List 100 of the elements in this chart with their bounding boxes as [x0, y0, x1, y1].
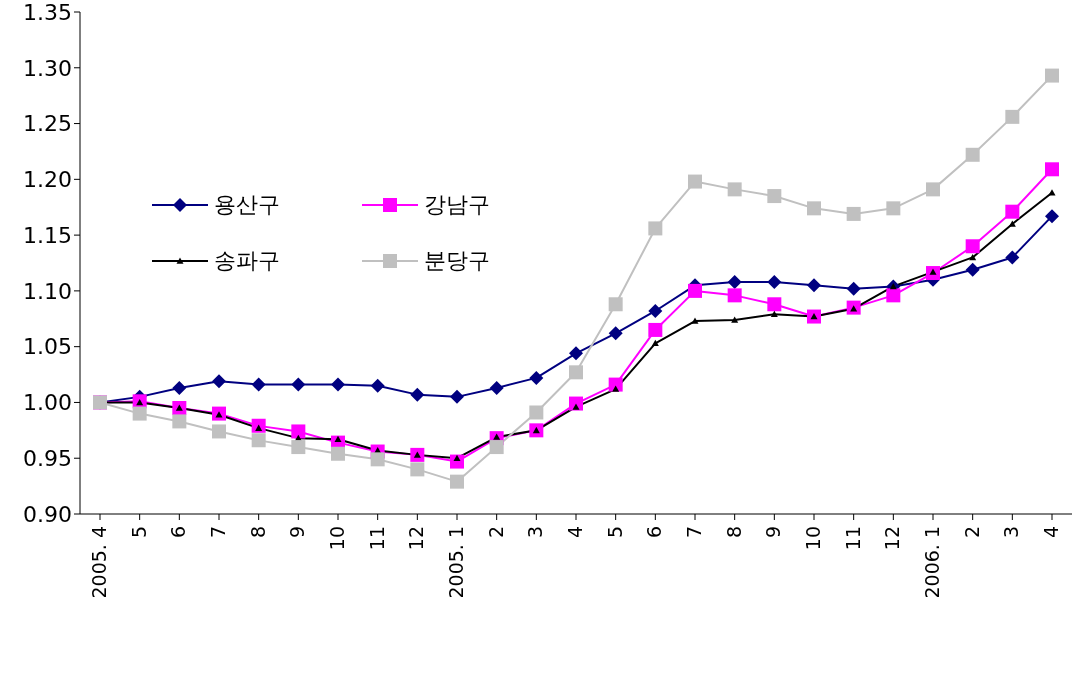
x-tick-label: 3	[1000, 526, 1023, 539]
point	[1008, 220, 1016, 227]
point	[172, 380, 187, 395]
x-tick-label: 2	[960, 526, 983, 539]
y-tick-label: 1.35	[23, 0, 72, 25]
point	[965, 147, 980, 162]
point	[1045, 162, 1059, 177]
point	[1045, 209, 1059, 224]
y-tick-label: 0.90	[23, 501, 72, 527]
x-tick-label: 6	[167, 526, 190, 539]
x-tick-label: 5	[127, 526, 150, 539]
point	[807, 201, 821, 216]
point	[569, 365, 583, 380]
point	[489, 380, 504, 395]
point	[212, 424, 226, 439]
point	[648, 303, 663, 318]
x-tick-label: 4	[1040, 526, 1062, 539]
legend-label: 강남구	[424, 191, 490, 219]
point	[291, 440, 306, 455]
point	[767, 274, 782, 289]
legend-label: 송파구	[214, 247, 280, 275]
x-tick-label: 12	[405, 526, 428, 551]
x-tick-label: 3	[524, 526, 547, 539]
point	[648, 221, 663, 236]
point	[965, 239, 980, 254]
legend-label: 용산구	[214, 191, 280, 219]
point	[569, 346, 583, 361]
point	[410, 462, 425, 477]
y-tick-label: 0.95	[23, 446, 72, 472]
x-tick-label: 7	[207, 526, 229, 539]
x-tick-label: 10	[802, 526, 824, 551]
x-tick-label: 2005. 1	[445, 526, 467, 599]
x-tick-label: 2006. 1	[921, 526, 943, 599]
y-tick-label: 1.20	[23, 167, 72, 193]
x-tick-label: 11	[365, 526, 388, 551]
point	[731, 316, 739, 323]
x-tick-label: 6	[643, 526, 666, 539]
point	[767, 189, 782, 204]
point	[1048, 189, 1056, 196]
point	[886, 201, 901, 216]
x-tick-label: 8	[246, 526, 269, 539]
x-tick-label: 9	[762, 526, 785, 539]
point	[727, 182, 742, 197]
x-tick-label: 7	[683, 526, 705, 539]
x-tick-label: 2	[484, 526, 507, 539]
y-tick-label: 1.30	[23, 55, 72, 81]
point	[1005, 250, 1020, 265]
point	[450, 474, 464, 489]
point	[172, 414, 187, 429]
y-tick-label: 1.15	[23, 222, 72, 248]
point	[1045, 68, 1059, 83]
y-tick-label: 1.25	[23, 111, 72, 137]
point	[688, 283, 702, 298]
point	[1005, 109, 1020, 124]
point	[529, 405, 544, 420]
y-tick-label: 1.05	[23, 334, 72, 360]
point	[969, 253, 977, 261]
point	[331, 446, 345, 461]
point	[688, 174, 702, 189]
y-tick-label: 1.10	[23, 278, 72, 304]
point	[846, 206, 861, 221]
point	[846, 281, 861, 296]
point	[291, 424, 306, 439]
point	[251, 377, 266, 392]
point	[251, 433, 266, 448]
point	[410, 387, 425, 402]
point	[331, 377, 345, 392]
point	[727, 288, 742, 303]
point	[291, 377, 306, 392]
point	[648, 322, 663, 337]
point	[212, 374, 226, 389]
point	[608, 297, 623, 312]
point	[651, 339, 659, 347]
x-tick-label: 2005. 4	[88, 526, 110, 599]
x-tick-label: 5	[603, 526, 626, 539]
point	[886, 288, 901, 303]
x-tick-label: 4	[564, 526, 586, 539]
point	[132, 406, 147, 421]
point	[489, 440, 504, 455]
point	[770, 310, 778, 318]
point	[370, 378, 385, 393]
y-tick-label: 1.00	[23, 390, 72, 416]
point	[691, 317, 699, 324]
point	[1005, 204, 1020, 219]
x-tick-label: 12	[881, 526, 904, 551]
x-tick-label: 8	[722, 526, 745, 539]
point	[727, 274, 742, 289]
x-tick-label: 10	[326, 526, 348, 551]
point	[450, 389, 464, 404]
x-tick-label: 9	[286, 526, 309, 539]
point	[608, 326, 623, 341]
point	[370, 452, 385, 467]
point	[965, 262, 980, 277]
point	[807, 278, 821, 293]
x-tick-label: 11	[841, 526, 864, 551]
point	[529, 370, 544, 385]
point	[767, 297, 782, 312]
legend-label: 분당구	[424, 247, 490, 275]
point	[926, 182, 940, 197]
point	[807, 309, 821, 324]
